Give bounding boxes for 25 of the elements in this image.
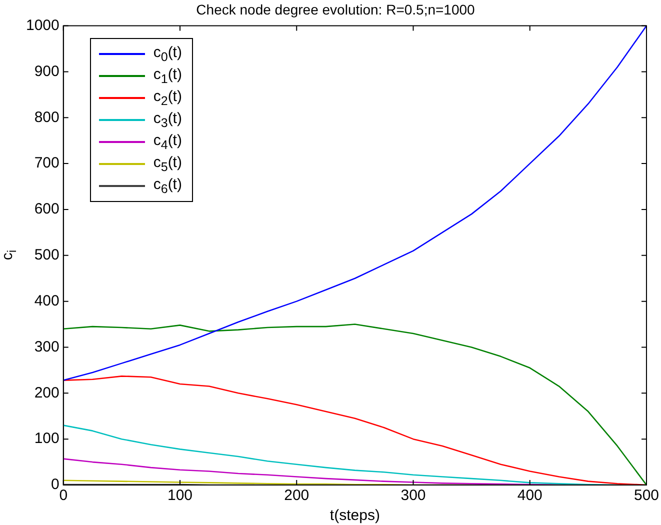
y-tick-label: 500 xyxy=(34,246,60,264)
y-tick-label: 100 xyxy=(34,430,60,448)
y-tick-label: 600 xyxy=(34,200,60,218)
x-tick-label: 200 xyxy=(284,487,310,504)
legend-label: c$_{1}$(t) xyxy=(153,66,182,86)
chart-title: Check node degree evolution: R=0.5;n=1000 xyxy=(196,1,476,18)
y-tick-label: 1000 xyxy=(26,16,60,34)
y-tick-label: 200 xyxy=(34,384,60,402)
x-tick-label: 400 xyxy=(517,487,542,504)
legend-label: c$_{5}$(t) xyxy=(153,154,182,174)
y-tick-label: 700 xyxy=(34,154,60,172)
legend-label: c$_{3}$(t) xyxy=(153,110,182,130)
y-tick-label: 300 xyxy=(34,338,60,356)
y-tick-label: 400 xyxy=(34,292,60,310)
legend-label: c$_{6}$(t) xyxy=(153,176,182,196)
y-tick-label: 800 xyxy=(34,108,60,126)
legend-label: c$_{4}$(t) xyxy=(153,132,182,152)
x-tick-label: 500 xyxy=(634,487,659,504)
legend-label: c$_{2}$(t) xyxy=(153,88,182,108)
y-tick-label: 900 xyxy=(34,62,60,80)
x-axis-title: t(steps) xyxy=(330,507,380,524)
x-tick-label: 300 xyxy=(400,487,426,504)
y-tick-label: 0 xyxy=(51,476,60,494)
x-tick-label: 100 xyxy=(167,487,193,504)
legend-label: c$_{0}$(t) xyxy=(153,44,182,64)
